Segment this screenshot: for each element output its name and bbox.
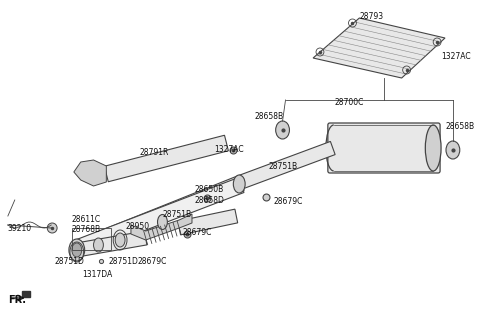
Text: 1327AC: 1327AC [215,145,244,154]
Polygon shape [313,18,445,78]
Polygon shape [178,209,238,235]
Ellipse shape [157,214,168,229]
Bar [72,228,111,250]
Text: 28751D: 28751D [54,257,84,266]
Ellipse shape [446,141,460,159]
Circle shape [47,223,57,233]
Ellipse shape [72,243,82,257]
Text: 39210: 39210 [8,224,32,233]
Text: 28658B: 28658B [445,122,474,131]
Polygon shape [76,231,147,257]
Text: 28650B: 28650B [195,185,224,194]
Bar [22,291,30,297]
Polygon shape [104,135,228,182]
Polygon shape [131,214,192,240]
Text: 28658B: 28658B [254,112,283,121]
Ellipse shape [69,239,84,261]
Polygon shape [74,177,244,256]
Text: 28751D: 28751D [108,257,138,266]
Text: 28679C: 28679C [274,197,303,206]
Ellipse shape [233,175,245,193]
Text: 28611C: 28611C [72,215,101,224]
Polygon shape [195,176,243,205]
Text: 28791R: 28791R [140,148,169,157]
Text: 28751B: 28751B [269,162,298,171]
Text: 28950: 28950 [125,222,149,231]
Text: 1327AC: 1327AC [441,52,471,61]
Ellipse shape [115,233,125,247]
Text: 28700C: 28700C [335,98,364,107]
Text: 28679C: 28679C [182,228,212,237]
Text: 1317DA: 1317DA [82,270,112,279]
Polygon shape [74,160,107,186]
Text: 28751B: 28751B [162,210,192,219]
Text: 28768B: 28768B [72,225,101,234]
Ellipse shape [425,125,441,171]
Polygon shape [239,141,335,189]
Text: 28658D: 28658D [195,196,225,205]
Text: 28679C: 28679C [138,257,167,266]
Ellipse shape [276,121,289,139]
Polygon shape [76,175,244,256]
FancyBboxPatch shape [328,123,440,173]
Text: 28793: 28793 [360,12,384,21]
Text: FR.: FR. [8,295,26,305]
Ellipse shape [94,238,103,252]
